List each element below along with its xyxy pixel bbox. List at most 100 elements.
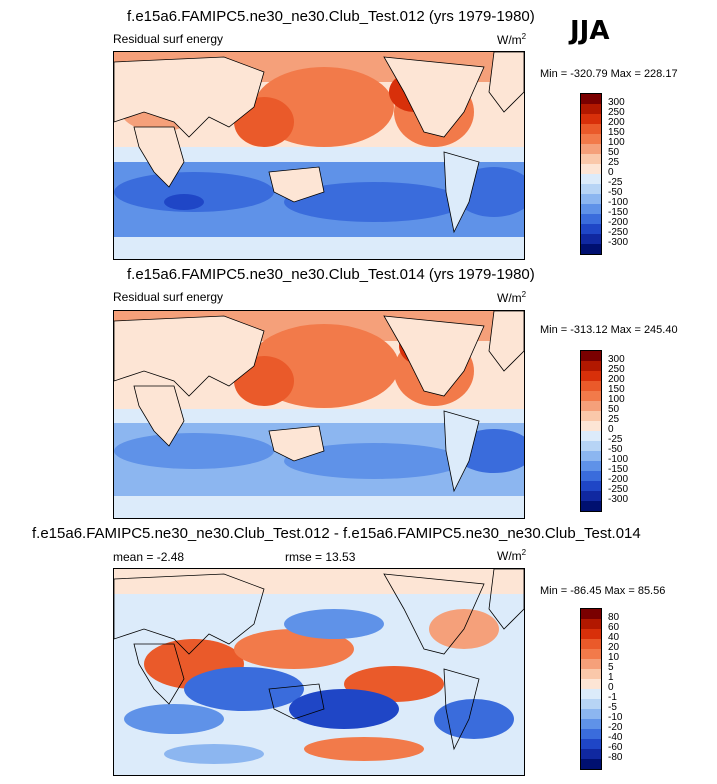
panel2-colorbar-label: 100 xyxy=(608,394,625,405)
panel2-colorbar-label: -300 xyxy=(608,494,629,505)
colorbar-swatch xyxy=(581,371,601,381)
colorbar-swatch xyxy=(581,94,601,104)
colorbar-swatch xyxy=(581,361,601,371)
panel1-colorbar-label: -250 xyxy=(608,227,629,238)
panel2-map xyxy=(113,310,525,519)
panel1-colorbar-label: -300 xyxy=(608,237,629,248)
panel1-colorbar-label: 200 xyxy=(608,117,625,128)
panel3-colorbar-label: -10 xyxy=(608,712,623,723)
colorbar-swatch xyxy=(581,124,601,134)
colorbar-swatch xyxy=(581,491,601,501)
panel2-colorbar-label: 25 xyxy=(608,414,620,425)
colorbar-swatch xyxy=(581,194,601,204)
panel1-units-label: W/m2 xyxy=(497,32,527,47)
colorbar-swatch xyxy=(581,104,601,114)
colorbar-swatch xyxy=(581,401,601,411)
colorbar-swatch xyxy=(581,709,601,719)
colorbar-swatch xyxy=(581,234,601,244)
colorbar-swatch xyxy=(581,441,601,451)
colorbar-swatch xyxy=(581,144,601,154)
colorbar-swatch xyxy=(581,481,601,491)
panel1-colorbar-label: 250 xyxy=(608,107,625,118)
colorbar-swatch xyxy=(581,699,601,709)
panel3-colorbar-label: 0 xyxy=(608,682,614,693)
colorbar-swatch xyxy=(581,411,601,421)
panel1-colorbar-label: -150 xyxy=(608,207,629,218)
colorbar-swatch xyxy=(581,381,601,391)
panel3-colorbar-label: 5 xyxy=(608,662,614,673)
colorbar-swatch xyxy=(581,471,601,481)
panel3-minmax-label: Min = -86.45 Max = 85.56 xyxy=(540,585,666,597)
colorbar-swatch xyxy=(581,729,601,739)
panel3-colorbar-label: 40 xyxy=(608,632,620,643)
panel1-colorbar-label: -50 xyxy=(608,187,623,198)
panel2-colorbar-label: -25 xyxy=(608,434,623,445)
panel2-minmax-label: Min = -313.12 Max = 245.40 xyxy=(540,324,678,336)
panel3-colorbar-label: -1 xyxy=(608,692,617,703)
colorbar-swatch xyxy=(581,154,601,164)
panel2-colorbar-label: 150 xyxy=(608,384,625,395)
panel3-colorbar-label: -5 xyxy=(608,702,617,713)
panel3-colorbar-label: -20 xyxy=(608,722,623,733)
colorbar-swatch xyxy=(581,164,601,174)
colorbar-swatch xyxy=(581,391,601,401)
panel3-colorbar-label: -80 xyxy=(608,752,623,763)
panel1-colorbar-label: 25 xyxy=(608,157,620,168)
colorbar-swatch xyxy=(581,629,601,639)
colorbar-swatch xyxy=(581,679,601,689)
panel3-colorbar-label: 1 xyxy=(608,672,614,683)
panel1-colorbar-label: -200 xyxy=(608,217,629,228)
panel2-colorbar-label: 200 xyxy=(608,374,625,385)
panel1-colorbar-label: 50 xyxy=(608,147,620,158)
panel3-colorbar-label: 10 xyxy=(608,652,620,663)
colorbar-swatch xyxy=(581,431,601,441)
panel3-mean-label: mean = -2.48 xyxy=(113,550,185,564)
panel3-units-label: W/m2 xyxy=(497,548,527,563)
panel2-colorbar-label: -150 xyxy=(608,464,629,475)
panel1-colorbar-label: -100 xyxy=(608,197,629,208)
panel1-title: f.e15a6.FAMIPC5.ne30_ne30.Club_Test.012 … xyxy=(127,8,535,25)
panel2-units-label: W/m2 xyxy=(497,290,527,305)
panel3-colorbar-label: 20 xyxy=(608,642,620,653)
panel2-colorbar-label: -100 xyxy=(608,454,629,465)
panel3-colorbar-label: 80 xyxy=(608,612,620,623)
panel2-colorbar-label: 50 xyxy=(608,404,620,415)
panel2-title: f.e15a6.FAMIPC5.ne30_ne30.Club_Test.014 … xyxy=(127,266,535,283)
panel1-map xyxy=(113,51,525,260)
colorbar-swatch xyxy=(581,659,601,669)
colorbar-swatch xyxy=(581,639,601,649)
panel3-colorbar-label: 60 xyxy=(608,622,620,633)
colorbar-swatch xyxy=(581,351,601,361)
panel1-minmax-label: Min = -320.79 Max = 228.17 xyxy=(540,68,678,80)
panel1-colorbar-label: 0 xyxy=(608,167,614,178)
panel3-rmse-label: rmse = 13.53 xyxy=(285,550,356,564)
panel2-colorbar xyxy=(580,350,602,512)
colorbar-swatch xyxy=(581,609,601,619)
panel1-colorbar-label: -25 xyxy=(608,177,623,188)
panel1-colorbar-label: 100 xyxy=(608,137,625,148)
panel1-colorbar xyxy=(580,93,602,255)
panel3-colorbar-label: -60 xyxy=(608,742,623,753)
colorbar-swatch xyxy=(581,174,601,184)
colorbar-swatch xyxy=(581,739,601,749)
panel3-colorbar xyxy=(580,608,602,770)
season-label: JJA xyxy=(570,16,610,46)
colorbar-swatch xyxy=(581,224,601,234)
panel3-title: f.e15a6.FAMIPC5.ne30_ne30.Club_Test.012 … xyxy=(32,525,641,542)
panel2-colorbar-label: -50 xyxy=(608,444,623,455)
panel1-variable-label: Residual surf energy xyxy=(113,32,224,46)
colorbar-swatch xyxy=(581,649,601,659)
panel2-colorbar-label: 0 xyxy=(608,424,614,435)
panel2-colorbar-label: 250 xyxy=(608,364,625,375)
colorbar-swatch xyxy=(581,184,601,194)
panel1-colorbar-label: 300 xyxy=(608,97,625,108)
colorbar-swatch xyxy=(581,134,601,144)
colorbar-swatch xyxy=(581,421,601,431)
colorbar-swatch xyxy=(581,214,601,224)
colorbar-swatch xyxy=(581,451,601,461)
colorbar-swatch xyxy=(581,114,601,124)
colorbar-swatch xyxy=(581,619,601,629)
colorbar-swatch xyxy=(581,749,601,759)
panel3-colorbar-label: -40 xyxy=(608,732,623,743)
colorbar-swatch xyxy=(581,759,601,769)
